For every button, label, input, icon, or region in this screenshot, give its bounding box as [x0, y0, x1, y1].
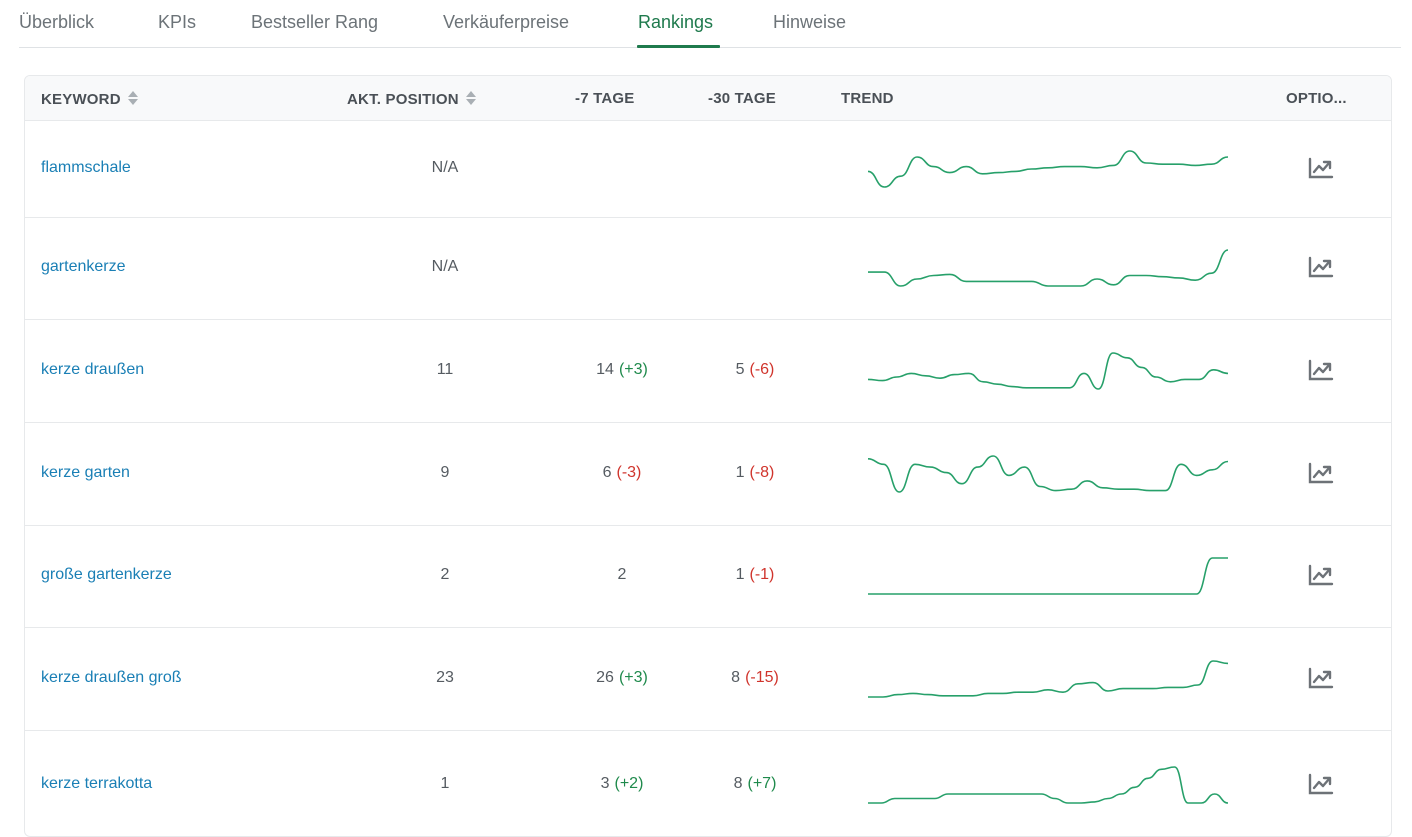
change-30-tage-delta: (-15) — [745, 669, 779, 686]
current-position: 1 — [440, 775, 450, 792]
header-options: OPTIO... — [1286, 90, 1347, 107]
change-30-tage-delta: (-8) — [749, 464, 775, 481]
change-30-tage-delta: (+7) — [747, 775, 777, 792]
keyword-link[interactable]: kerze terrakotta — [41, 775, 153, 792]
change-7-tage-value: 26 — [596, 669, 614, 686]
change-7-tage-delta: (+3) — [618, 361, 648, 378]
trend-sparkline — [868, 660, 1228, 698]
trend-sparkline — [868, 455, 1228, 493]
table-row: große gartenkerze 2 2 1 (-1) — [25, 525, 1391, 628]
rankings-table: KEYWORD AKT. POSITION -7 TAGE -30 TAGE T… — [24, 75, 1392, 837]
trend-line — [868, 660, 1228, 698]
current-position: 23 — [436, 669, 454, 686]
active-tab-indicator — [637, 45, 720, 48]
tab-verkaeuferpreise[interactable]: Verkäuferpreise — [443, 12, 570, 32]
current-position: N/A — [431, 258, 459, 275]
trend-line — [868, 766, 1228, 804]
change-30-tage-delta: (-6) — [749, 361, 775, 378]
header-position-label: AKT. POSITION — [347, 91, 459, 108]
trend-chart-icon[interactable] — [1308, 157, 1334, 179]
change-7-tage-delta: (-3) — [616, 464, 642, 481]
keyword-link[interactable]: kerze draußen — [41, 361, 145, 378]
keyword-link[interactable]: kerze draußen groß — [41, 669, 182, 686]
current-position: 11 — [436, 361, 454, 378]
table-row: flammschale N/A — [25, 120, 1391, 218]
change-30-tage: 1 (-8) — [695, 464, 815, 482]
trend-chart-icon[interactable] — [1308, 773, 1334, 795]
trend-chart-icon[interactable] — [1308, 462, 1334, 484]
header-7-tage: -7 TAGE — [575, 90, 635, 107]
trend-sparkline — [868, 249, 1228, 287]
table-row: kerze terrakotta 1 3 (+2) 8 (+7) — [25, 730, 1391, 836]
tab-bar: Überblick KPIs Bestseller Rang Verkäufer… — [19, 0, 1401, 48]
change-30-tage-value: 5 — [735, 361, 745, 378]
trend-chart-icon[interactable] — [1308, 564, 1334, 586]
trend-chart-icon[interactable] — [1308, 359, 1334, 381]
trend-line — [868, 455, 1228, 493]
tab-bestseller-rang[interactable]: Bestseller Rang — [251, 12, 379, 32]
header-trend: TREND — [841, 90, 894, 107]
header-30-tage: -30 TAGE — [708, 90, 777, 107]
change-30-tage: 5 (-6) — [695, 361, 815, 379]
trend-line — [868, 249, 1228, 287]
sort-icon[interactable] — [127, 90, 139, 106]
trend-sparkline — [868, 766, 1228, 804]
keyword-link[interactable]: flammschale — [41, 159, 131, 176]
keyword-link[interactable]: kerze garten — [41, 464, 130, 481]
change-30-tage-value: 1 — [735, 566, 745, 583]
change-7-tage-value: 3 — [600, 775, 610, 792]
change-7-tage: 3 (+2) — [562, 775, 682, 793]
tab-rankings[interactable]: Rankings — [638, 12, 714, 32]
change-7-tage-value: 14 — [596, 361, 614, 378]
change-30-tage: 8 (-15) — [695, 669, 815, 687]
header-position[interactable]: AKT. POSITION — [347, 90, 477, 108]
tab-hinweise[interactable]: Hinweise — [773, 12, 847, 32]
change-7-tage: 2 — [562, 566, 682, 584]
change-7-tage: 26 (+3) — [562, 669, 682, 687]
trend-line — [868, 150, 1228, 188]
current-position: 9 — [440, 464, 450, 481]
change-7-tage-delta: (+2) — [614, 775, 644, 792]
trend-sparkline — [868, 557, 1228, 595]
trend-line — [868, 557, 1228, 595]
trend-sparkline — [868, 352, 1228, 390]
change-7-tage-delta: (+3) — [618, 669, 648, 686]
current-position: N/A — [431, 159, 459, 176]
keyword-link[interactable]: große gartenkerze — [41, 566, 172, 583]
change-30-tage-value: 8 — [733, 775, 743, 792]
change-30-tage-value: 8 — [731, 669, 741, 686]
trend-chart-icon[interactable] — [1308, 256, 1334, 278]
header-keyword-label: KEYWORD — [41, 91, 121, 108]
table-header: KEYWORD AKT. POSITION -7 TAGE -30 TAGE T… — [25, 76, 1391, 121]
change-30-tage-value: 1 — [735, 464, 745, 481]
table-row: kerze draußen groß 23 26 (+3) 8 (-15) — [25, 627, 1391, 731]
table-row: kerze draußen 11 14 (+3) 5 (-6) — [25, 319, 1391, 423]
trend-line — [868, 352, 1228, 390]
change-30-tage: 1 (-1) — [695, 566, 815, 584]
trend-sparkline — [868, 150, 1228, 188]
table-row: gartenkerze N/A — [25, 217, 1391, 320]
keyword-link[interactable]: gartenkerze — [41, 258, 126, 275]
sort-icon[interactable] — [465, 90, 477, 106]
change-7-tage: 14 (+3) — [562, 361, 682, 379]
change-7-tage: 6 (-3) — [562, 464, 682, 482]
change-7-tage-value: 6 — [602, 464, 612, 481]
table-row: kerze garten 9 6 (-3) 1 (-8) — [25, 422, 1391, 526]
change-30-tage-delta: (-1) — [749, 566, 775, 583]
tab-ueberblick[interactable]: Überblick — [19, 12, 95, 32]
header-keyword[interactable]: KEYWORD — [41, 90, 139, 108]
trend-chart-icon[interactable] — [1308, 667, 1334, 689]
change-30-tage: 8 (+7) — [695, 775, 815, 793]
current-position: 2 — [440, 566, 450, 583]
tab-kpis[interactable]: KPIs — [158, 12, 197, 32]
change-7-tage-value: 2 — [617, 566, 627, 583]
